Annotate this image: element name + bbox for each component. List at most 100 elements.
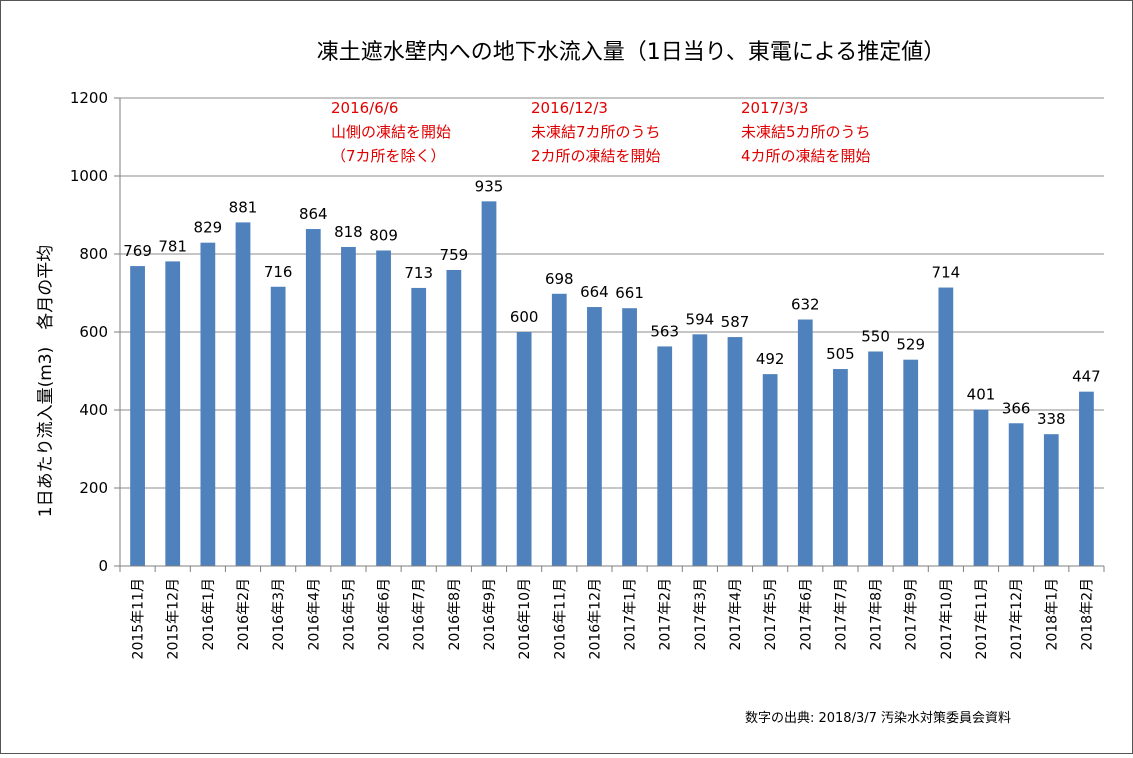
bar — [973, 409, 989, 566]
bars — [130, 201, 1094, 567]
annotation-line: 2カ所の凍結を開始 — [531, 147, 661, 165]
bar — [1079, 391, 1094, 566]
data-label: 550 — [861, 328, 890, 346]
data-label: 587 — [721, 313, 750, 331]
data-label: 632 — [791, 296, 820, 314]
x-tick-label: 2015年11月 — [131, 578, 147, 659]
annotation-line: 未凍結5カ所のうち — [741, 123, 871, 141]
data-label: 492 — [756, 350, 785, 368]
bar — [657, 346, 673, 566]
x-tick-label: 2017年4月 — [728, 578, 744, 651]
data-label: 759 — [440, 246, 469, 264]
y-tick-label: 1000 — [70, 167, 108, 185]
data-label: 716 — [264, 263, 293, 281]
x-tick-label: 2017年7月 — [833, 578, 849, 651]
x-tick-label: 2016年4月 — [306, 578, 322, 651]
x-tick-label: 2017年2月 — [658, 578, 674, 651]
x-tick-label: 2016年5月 — [341, 578, 357, 651]
data-label: 781 — [158, 237, 187, 255]
bar — [446, 269, 462, 566]
data-label: 401 — [967, 386, 996, 404]
y-tick-label: 600 — [79, 323, 108, 341]
data-label: 713 — [404, 264, 433, 282]
x-tick-label: 2017年12月 — [1009, 578, 1025, 659]
x-tick-label: 2017年11月 — [974, 578, 990, 659]
data-label: 664 — [580, 283, 609, 301]
bar — [1043, 434, 1059, 566]
data-label: 529 — [896, 336, 925, 354]
x-tick-label: 2016年9月 — [482, 578, 498, 651]
bar — [692, 334, 708, 566]
y-tick-label: 200 — [79, 479, 108, 497]
bar — [797, 319, 813, 566]
data-label: 935 — [475, 177, 504, 195]
bar — [622, 308, 637, 566]
bar — [833, 369, 848, 566]
x-tick-label: 2018年1月 — [1044, 578, 1060, 651]
x-tick-label: 2015年12月 — [166, 578, 182, 659]
data-label: 505 — [826, 345, 855, 363]
x-tick-label: 2016年1月 — [201, 578, 217, 651]
data-label: 714 — [932, 264, 961, 282]
source-note: 数字の出典: 2018/3/7 汚染水対策委員会資料 — [745, 710, 1011, 726]
bar — [481, 201, 497, 566]
x-tick-label: 2017年9月 — [904, 578, 920, 651]
data-label: 698 — [545, 270, 574, 288]
bar — [587, 307, 602, 566]
x-tick-label: 2016年6月 — [377, 578, 393, 651]
x-tick-label: 2017年5月 — [763, 578, 779, 651]
data-label: 864 — [299, 205, 328, 223]
annotation-line: 山側の凍結を開始 — [331, 123, 451, 141]
x-tick-label: 2017年10月 — [939, 578, 955, 659]
y-tick-label: 0 — [98, 557, 108, 575]
y-tick-label: 800 — [79, 245, 108, 263]
x-tick-label: 2017年6月 — [798, 578, 814, 651]
bar — [938, 287, 954, 566]
data-label: 594 — [686, 310, 715, 328]
annotation-line: 未凍結7カ所のうち — [531, 123, 661, 141]
chart-title: 凍土遮水壁内への地下水流入量（1日当り、東電による推定値） — [317, 40, 945, 65]
y-tick-labels: 0 200 400 600 800 1000 1200 — [70, 89, 108, 575]
bar — [376, 250, 391, 567]
bar — [270, 286, 286, 566]
axes — [114, 97, 1105, 572]
data-label: 447 — [1072, 368, 1101, 386]
annotation-line: 2016/6/6 — [331, 99, 398, 117]
data-label: 366 — [1002, 399, 1031, 417]
bar — [727, 337, 743, 566]
y-tick-label: 1200 — [70, 89, 108, 107]
data-labels: 769 781 829 881 716 864 818 809 713 759 935 600 698 6… — [123, 177, 1100, 428]
bar — [305, 229, 321, 567]
bar — [903, 359, 919, 566]
annotations: 2016/6/6 山側の凍結を開始 （7カ所を除く） 2016/12/3 未凍結7カ所の… — [331, 99, 871, 165]
bar — [200, 242, 216, 566]
y-tick-label: 400 — [79, 401, 108, 419]
annotation-line: （7カ所を除く） — [331, 147, 446, 165]
bar — [341, 246, 356, 567]
x-tick-labels: 2015年11月 2015年12月 2016年1月 2016年2月 2016年3月 201… — [131, 578, 1096, 659]
data-label: 809 — [369, 226, 398, 244]
data-label: 829 — [194, 219, 223, 237]
bar — [165, 261, 181, 566]
x-tick-label: 2016年10月 — [517, 578, 533, 659]
bar — [411, 287, 427, 566]
x-tick-label: 2016年3月 — [271, 578, 287, 651]
bar — [551, 293, 567, 566]
data-label: 338 — [1037, 410, 1066, 428]
y-axis-label: 1日あたり流入量(m3) 各月の平均 — [36, 245, 56, 517]
x-tick-label: 2016年12月 — [587, 578, 603, 659]
data-label: 563 — [650, 322, 679, 340]
bar — [1008, 423, 1024, 566]
bar — [762, 374, 778, 566]
x-tick-label: 2017年8月 — [869, 578, 885, 651]
x-tick-label: 2016年8月 — [447, 578, 463, 651]
bar — [130, 266, 145, 566]
data-label: 600 — [510, 308, 539, 326]
bar — [868, 351, 883, 566]
data-label: 881 — [229, 198, 258, 216]
x-tick-label: 2017年3月 — [693, 578, 709, 651]
data-label: 818 — [334, 223, 363, 241]
bar — [516, 332, 532, 566]
x-tick-label: 2016年7月 — [412, 578, 428, 651]
